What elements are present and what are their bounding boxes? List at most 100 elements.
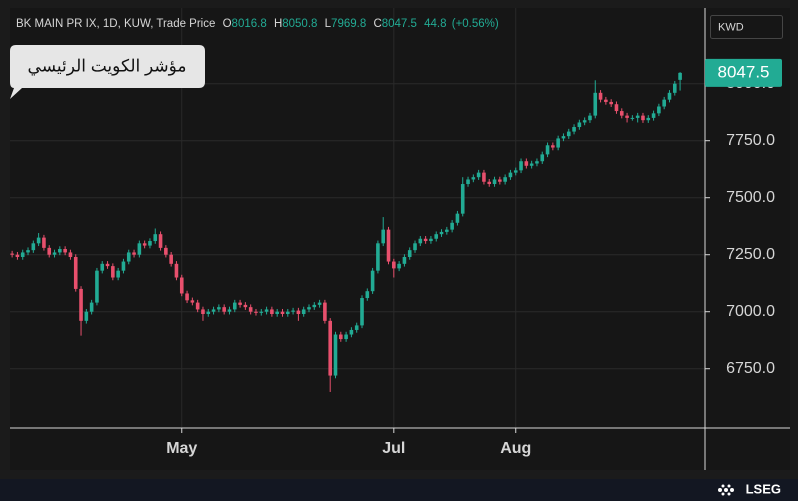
candle-body [275, 311, 279, 314]
candle-body [328, 320, 332, 376]
candle-body [79, 288, 83, 321]
candle-body [439, 231, 444, 235]
candle-body [100, 263, 105, 271]
candle-body [413, 243, 417, 251]
candle-body [508, 172, 513, 178]
open-value: 8016.8 [232, 18, 267, 30]
candle-body [609, 101, 613, 105]
x-tick-label: Aug [500, 440, 531, 457]
candle-body [460, 184, 465, 214]
candle-body [482, 172, 486, 182]
candle-body [105, 263, 110, 267]
header: BK MAIN PR IX, 1D, KUW, Trade Price O801… [16, 18, 499, 30]
y-tick-label: 7250.0 [726, 246, 775, 263]
candle-body [158, 234, 163, 248]
candle-body [31, 243, 36, 251]
change-pct: (+0.56%) [452, 18, 499, 30]
candle-body [20, 252, 25, 257]
candle-body [354, 325, 359, 330]
candle-body [148, 241, 152, 246]
candle-body [254, 311, 258, 313]
candle-body [566, 131, 571, 137]
candle-body [52, 252, 57, 255]
candle-body [285, 311, 290, 314]
candle-body [635, 115, 640, 118]
candle-body [556, 138, 560, 148]
candle-body [307, 307, 311, 310]
candle-body [116, 270, 120, 278]
candle-body [386, 229, 391, 262]
low-label: L [325, 18, 332, 30]
candle-body [169, 254, 173, 264]
candle-body [646, 117, 651, 121]
candle-body [651, 113, 656, 118]
candle-body [10, 253, 14, 255]
close-value: 8047.5 [382, 18, 417, 30]
candle-body [222, 307, 226, 312]
candle-body [164, 247, 168, 255]
symbol: BK MAIN PR IX, 1D, KUW, Trade Price [16, 18, 215, 30]
candle-body [407, 250, 412, 257]
candle-body [137, 243, 142, 255]
change: 44.8 [424, 18, 446, 30]
candle-body [392, 261, 396, 269]
close-label: C [373, 18, 381, 30]
candle-body [63, 249, 67, 253]
candle-body [466, 179, 470, 185]
brand: LSEG [746, 481, 781, 496]
candle-body [36, 237, 41, 244]
candle-body [217, 307, 221, 310]
candle-body [641, 115, 645, 121]
candle-body [153, 234, 158, 242]
candle-body [264, 309, 269, 312]
candle-body [588, 115, 592, 121]
candle-body [73, 256, 78, 289]
candle-body [174, 263, 179, 278]
candle-body [487, 181, 492, 185]
candle-body [402, 256, 407, 264]
candle-body [344, 334, 348, 340]
candle-body [47, 247, 52, 255]
candle-body [333, 334, 338, 376]
candle-body [657, 106, 661, 114]
candle-body [614, 104, 619, 112]
y-tick-label: 7000.0 [726, 303, 775, 320]
candle-body [498, 179, 502, 182]
candle-body [291, 310, 295, 312]
candle-body [519, 161, 523, 171]
candle-body [312, 304, 317, 308]
candle-body [227, 309, 232, 312]
candle-body [619, 111, 624, 116]
candle-body [142, 243, 147, 246]
candle-body [95, 270, 99, 303]
candle-body [545, 145, 550, 155]
candle-body [270, 309, 274, 314]
candle-body [280, 311, 285, 314]
candle-body [604, 99, 608, 102]
candle-body [551, 145, 555, 148]
title-bubble [10, 45, 205, 99]
candle-body [529, 163, 534, 166]
candle-body [503, 177, 507, 182]
candle-body [190, 300, 195, 303]
candle-body [429, 238, 433, 242]
candle-body [232, 302, 237, 310]
high-label: H [274, 18, 282, 30]
x-tick-label: May [166, 440, 197, 457]
candle-body [179, 277, 184, 294]
candle-body [211, 309, 216, 312]
candle-body [524, 161, 529, 166]
candle-body [376, 243, 380, 271]
y-tick-label: 6750.0 [726, 360, 775, 377]
price-label-box [705, 58, 782, 87]
candle-body [418, 238, 423, 244]
high-value: 8050.8 [282, 18, 317, 30]
y-tick-label: 7750.0 [726, 132, 775, 149]
candle-body [535, 161, 539, 164]
candle-body [360, 298, 364, 326]
candle-body [26, 250, 30, 253]
candle-body [185, 293, 189, 301]
candle-body [667, 92, 672, 100]
footer [0, 479, 798, 501]
candle-body [84, 311, 89, 321]
